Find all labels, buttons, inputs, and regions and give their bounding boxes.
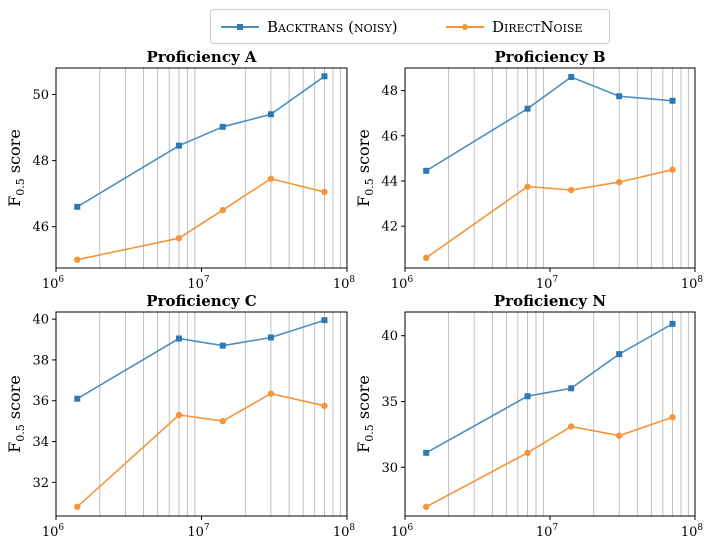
chart-title: Proficiency C — [146, 292, 256, 310]
y-tick-label: 30 — [381, 461, 398, 476]
y-axis-label: F0.5 score — [5, 375, 27, 453]
y-tick-label: 35 — [381, 395, 398, 410]
x-tick-label: 108 — [333, 523, 356, 540]
y-tick-label: 34 — [32, 435, 49, 450]
legend: Backtrans (noisy) DirectNoise — [210, 9, 610, 44]
data-point — [74, 256, 81, 263]
x-tick-label: 106 — [42, 275, 65, 292]
data-point — [175, 235, 183, 242]
data-point — [615, 432, 623, 439]
data-point — [669, 97, 676, 104]
chart-title: Proficiency N — [494, 292, 606, 310]
data-point — [422, 503, 430, 510]
x-tick-label: 108 — [681, 275, 704, 292]
data-point — [219, 206, 226, 214]
series-line-backtrans — [76, 319, 325, 400]
series-line-directnoise — [425, 416, 673, 508]
data-point — [669, 320, 676, 327]
y-tick-label: 50 — [32, 88, 49, 103]
data-point — [567, 186, 575, 194]
data-point — [74, 503, 81, 511]
x-tick-label: 107 — [536, 523, 559, 540]
data-point — [422, 254, 430, 262]
data-point — [321, 402, 328, 410]
chart-title: Proficiency B — [494, 48, 605, 66]
series-line-backtrans — [425, 76, 673, 172]
x-tick-label: 106 — [391, 523, 414, 540]
chart-title: Proficiency A — [146, 48, 256, 66]
y-axis-label: F0.5 score — [354, 375, 376, 453]
y-tick-label: 48 — [381, 84, 398, 99]
chart-panel-1: 106 107 108 46 48 50 Proficiency A F0.5 score — [5, 48, 355, 292]
y-tick-label: 40 — [381, 329, 398, 344]
legend-swatch-circle-icon — [446, 21, 484, 33]
data-point — [74, 395, 81, 402]
y-tick-label: 42 — [381, 220, 398, 235]
data-point — [568, 385, 575, 392]
series-line-directnoise — [76, 392, 325, 508]
y-tick-label: 48 — [32, 154, 49, 169]
data-point — [175, 335, 182, 342]
series-line-backtrans — [425, 323, 673, 454]
chart-panel-3: 106 107 108 32 34 36 38 40 Proficiency C F0.5 sco… — [5, 292, 355, 540]
data-point — [616, 351, 623, 358]
y-tick-label: 38 — [32, 353, 49, 368]
data-point — [423, 167, 430, 174]
data-point — [175, 411, 183, 419]
x-tick-label: 106 — [42, 523, 65, 540]
series-line-directnoise — [77, 177, 325, 261]
y-tick-label: 46 — [32, 220, 49, 235]
data-point — [616, 93, 623, 100]
data-point — [669, 166, 676, 173]
data-point — [615, 178, 623, 186]
data-point — [568, 74, 575, 81]
data-point — [524, 183, 531, 190]
data-point — [219, 417, 226, 425]
y-tick-label: 44 — [381, 174, 398, 189]
x-tick-label: 108 — [333, 275, 356, 292]
y-tick-label: 36 — [32, 394, 49, 409]
y-axis-label: F0.5 score — [5, 129, 27, 207]
chart-panel-4: 106 107 108 30 35 40 Proficiency N F0.5 score — [354, 292, 703, 540]
y-axis-label: F0.5 score — [354, 129, 376, 207]
data-point — [321, 317, 328, 324]
legend-swatch-square-icon — [221, 21, 259, 33]
x-tick-label: 108 — [681, 523, 704, 540]
data-point — [321, 188, 328, 196]
x-tick-label: 107 — [187, 275, 210, 292]
data-point — [524, 105, 531, 112]
data-point — [175, 142, 182, 149]
data-point — [74, 203, 81, 210]
x-tick-label: 107 — [187, 523, 210, 540]
series-line-directnoise — [425, 168, 673, 259]
chart-panel-2: 106 107 108 42 44 46 48 Proficiency B F0.5 score — [354, 48, 703, 292]
y-tick-label: 46 — [381, 129, 398, 144]
data-point — [267, 390, 275, 397]
data-point — [567, 423, 575, 430]
legend-item-directnoise: DirectNoise — [446, 10, 583, 43]
y-tick-label: 40 — [32, 313, 49, 328]
legend-label: DirectNoise — [492, 17, 583, 36]
data-point — [423, 449, 430, 456]
data-point — [669, 414, 676, 421]
data-point — [267, 334, 274, 341]
x-tick-label: 106 — [391, 275, 414, 292]
legend-item-backtrans: Backtrans (noisy) — [221, 10, 398, 43]
data-point — [219, 342, 226, 349]
legend-label: Backtrans (noisy) — [267, 17, 398, 36]
y-tick-label: 32 — [32, 476, 49, 491]
data-point — [524, 449, 531, 457]
x-tick-label: 107 — [536, 275, 559, 292]
data-point — [219, 123, 226, 130]
data-point — [267, 111, 274, 118]
series-line-backtrans — [76, 75, 325, 208]
data-point — [321, 73, 328, 80]
data-point — [524, 393, 531, 400]
data-point — [267, 175, 275, 182]
